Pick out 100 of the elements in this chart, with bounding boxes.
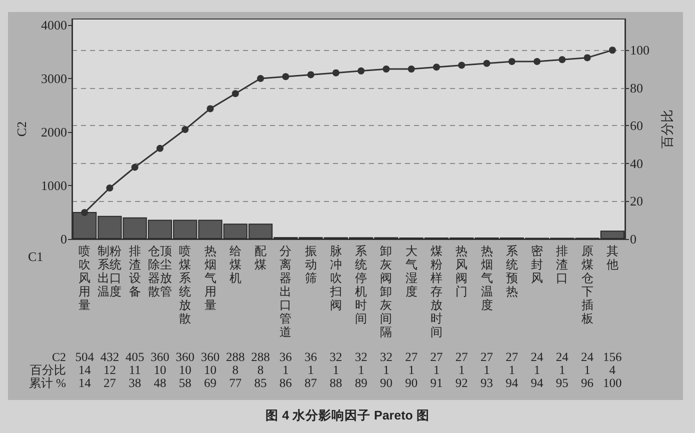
point [534,58,541,65]
x-tick-label: 系统预热 [506,244,518,298]
text: C2 [52,350,66,364]
data-label: 32 [380,350,392,364]
x-tick-label: 热烟气用量 [204,244,216,312]
text: 1 [484,363,490,377]
data-label: 27 [103,376,116,390]
text: 1 [458,363,465,377]
text: 8 [257,363,264,377]
data-label: 90 [380,376,392,390]
text: 12 [103,363,116,377]
text: 1 [584,363,590,377]
point [358,67,365,74]
data-label: 100 [603,376,622,390]
point [106,184,114,192]
y-tick-label: 3000 [41,70,67,86]
x-tick-label: 其他 [606,244,618,272]
text: 1 [408,363,414,377]
point [332,69,340,76]
y2-tick-label: 20 [630,194,643,209]
data-label: 94 [530,376,544,390]
x-tick-label: 密封风 [531,244,544,285]
y-tick-label: 0 [60,232,67,246]
data-label: 27 [455,350,468,364]
point [508,58,516,65]
data-label: 86 [279,376,292,390]
x-tick-label: 热风阀门 [456,244,468,298]
y-tick-label: 1000 [41,178,67,193]
text: 14 [78,363,92,377]
x-tick-label: 仓顶除尘器放散管 [148,244,172,298]
data-label: 87 [304,376,318,390]
y2-tick-label: 40 [630,156,643,171]
data-label: 27 [480,350,493,364]
point [232,90,239,98]
data-label: 32 [354,350,368,364]
data-label: 288 [226,350,245,364]
point [458,62,466,69]
text: 1 [508,363,516,377]
data-label: 96 [581,376,594,390]
x-tick-label: 卸灰阀卸灰间隔 [380,244,392,339]
data-label: 48 [154,376,166,390]
point [432,64,440,71]
data-label: 91 [430,376,443,390]
text: 1 [282,363,289,377]
y2-tick-label: 80 [630,80,643,96]
x-tick-label: 喷煤系统放散 [179,244,192,326]
point [608,46,616,54]
y2-tick-label: 100 [630,42,650,58]
point [382,66,390,73]
data-label: 92 [455,376,468,390]
text: 图 4 水分影响因子 Pareto 图 [266,408,430,422]
x-tick-label: 原煤仓下插板 [580,244,594,326]
x-tick-label: 分离器出口管道 [280,244,292,339]
data-label: 36 [304,350,318,364]
text: 11 [128,363,141,377]
data-label: 36 [279,350,292,364]
data-label: 69 [204,376,216,390]
text: 10 [204,363,216,377]
y2-axis-title: 百分比 [659,110,674,148]
text: 1 [358,363,364,377]
data-label: 58 [178,376,192,390]
x-tick-label: 热烟气温度 [480,244,493,312]
data-label: 90 [405,376,418,390]
x-tick-label: 排渣口 [556,244,568,285]
x-tick-label: 制粉系统出口温度 [98,244,122,298]
text: 1 [534,363,540,377]
y-tick-label: 4000 [41,17,67,32]
y-tick-label: 2000 [41,124,67,140]
x-tick-label: 脉冲吹扫阀 [328,244,342,312]
text: 累计 % [29,376,66,390]
data-label: 288 [251,350,270,364]
point [408,66,415,73]
text: 4 [609,363,616,377]
data-label: 24 [530,350,544,364]
x-tick-label: 给煤机 [229,244,242,285]
data-label: 27 [506,350,518,364]
data-label: 156 [603,350,622,364]
data-label: 360 [200,350,220,364]
data-label: 360 [176,350,194,364]
x-tick-label: 大气湿度 [405,244,418,298]
x-tick-label: 喷吹风用量 [78,244,91,312]
text: 8 [232,363,239,377]
data-label: 432 [100,350,120,364]
x-tick-label: 排渣设备 [128,244,141,298]
data-label: 95 [556,376,568,390]
text: 1 [383,363,390,377]
data-label: 38 [128,376,142,390]
data-label: 24 [556,350,570,364]
point [483,60,490,67]
data-label: 32 [330,350,342,364]
text: 10 [154,363,166,377]
x-axis-title: C1 [28,249,44,264]
y2-tick-label: 0 [630,232,636,246]
y2-tick-label: 60 [630,118,643,134]
point [282,73,290,80]
text: 百分比 [30,363,66,377]
x-tick-label: 煤粉样存放时间 [430,244,442,339]
data-label: 14 [78,376,92,390]
text: 1 [559,363,566,377]
data-label: 360 [150,350,170,364]
